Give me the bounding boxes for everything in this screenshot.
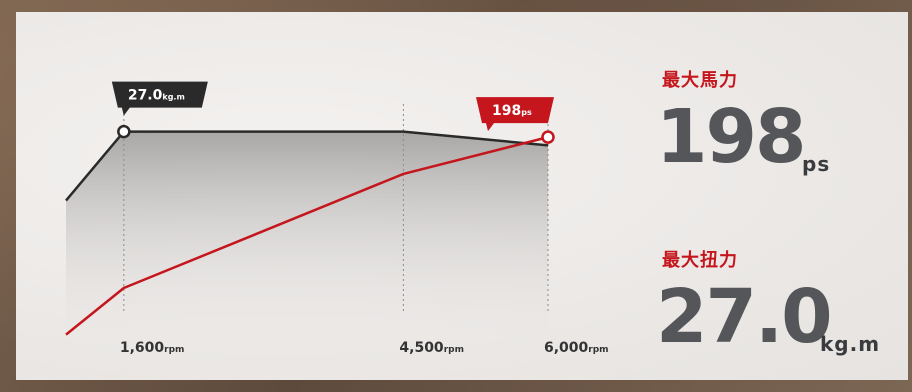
max-torque-label: 最大扭力 xyxy=(662,250,738,271)
torque-peak-flag-shape xyxy=(111,81,208,116)
x-tick-label-0: 1,600rpm xyxy=(120,340,185,356)
x-tick-label-1: 4,500rpm xyxy=(399,340,464,356)
spec-panel: 27.0kg.m 198ps 1,600rpm 4,500rpm 6,000rpm 最大… xyxy=(16,12,908,380)
max-power-value: 198 xyxy=(656,94,806,180)
power-peak-flag: 198ps xyxy=(476,97,554,132)
max-power-unit: ps xyxy=(802,152,831,176)
torque-peak-flag-text: 27.0kg.m xyxy=(128,88,185,104)
power-line xyxy=(65,135,549,336)
x-tick-label-2: 6,000rpm xyxy=(544,340,609,356)
power-peak-flag-text: 198ps xyxy=(492,103,532,119)
max-torque-value: 27.0 xyxy=(656,274,833,360)
torque-peak-flag: 27.0kg.m xyxy=(111,81,208,116)
performance-chart: 27.0kg.m 198ps 1,600rpm 4,500rpm 6,000rpm xyxy=(65,81,609,356)
torque-peak-marker xyxy=(117,124,131,139)
torque-area xyxy=(66,131,548,340)
torque-line xyxy=(65,130,549,202)
max-power-label: 最大馬力 xyxy=(662,70,738,91)
power-peak-marker xyxy=(541,130,555,144)
power-peak-flag-shape xyxy=(476,97,554,132)
max-torque-unit: kg.m xyxy=(820,332,881,356)
